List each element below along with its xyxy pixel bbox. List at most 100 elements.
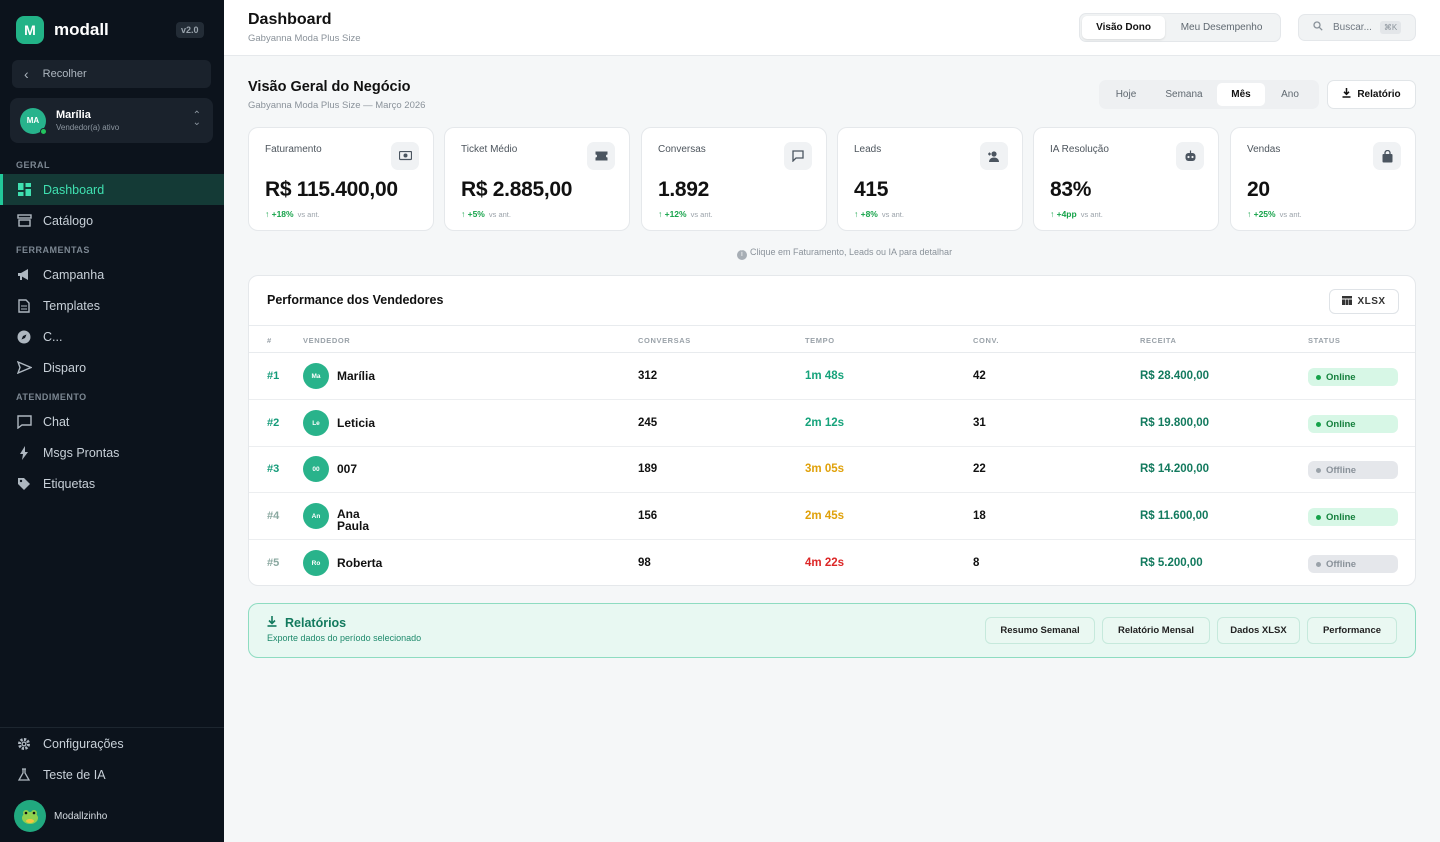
conv-value: 31 <box>973 417 986 429</box>
collapse-button[interactable]: ‹ Recolher <box>12 60 211 88</box>
kpi-value: 415 <box>854 178 889 201</box>
sidebar-item-configuracoes[interactable]: Configurações <box>0 728 224 759</box>
receita-value: R$ 28.400,00 <box>1140 370 1210 382</box>
period-ano[interactable]: Ano <box>1281 89 1299 100</box>
kpi-card-vendas[interactable]: Vendas 20 ↑ +25% vs ant. <box>1230 127 1416 231</box>
bolt-icon <box>16 445 32 461</box>
sidebar-item-templates[interactable]: Templates <box>0 290 224 321</box>
kpi-card-conversas[interactable]: Conversas 1.892 ↑ +12% vs ant. <box>641 127 827 231</box>
reports-subtitle: Exporte dados do período selecionado <box>267 633 422 643</box>
seller-name[interactable]: Roberta <box>337 556 383 570</box>
user-name: Marília <box>56 109 91 121</box>
kpi-value: R$ 115.400,00 <box>265 178 398 201</box>
view-tab-dono[interactable]: Visão Dono <box>1082 16 1166 39</box>
export-xlsx-button[interactable]: XLSX <box>1329 289 1399 314</box>
sidebar-item-chat[interactable]: Chat <box>0 406 224 437</box>
col-vendedor: VENDEDOR <box>303 336 351 345</box>
avatar: MA <box>20 107 47 135</box>
table-row[interactable]: #4 An Ana Paula 156 2m 45s 18 R$ 11.600,00 Onli… <box>249 493 1415 540</box>
receita-value: R$ 14.200,00 <box>1140 463 1210 475</box>
status-badge: Online <box>1308 368 1398 386</box>
sidebar-item-campanha[interactable]: Campanha <box>0 259 224 290</box>
sidebar-item-label: Msgs Prontas <box>43 445 120 460</box>
kpi-card-ia-resolucao[interactable]: IA Resolução 83% ↑ +4pp vs ant. <box>1033 127 1219 231</box>
hint-text: i Clique em Faturamento, Leads ou IA para… <box>248 247 1440 260</box>
sidebar-item-disparo[interactable]: Disparo <box>0 352 224 383</box>
tempo-value: 4m 22s <box>805 557 845 569</box>
sidebar-item-catalogo[interactable]: Catálogo <box>0 205 224 236</box>
sidebar-footer-divider <box>0 727 224 728</box>
kpi-label: Ticket Médio <box>461 144 518 155</box>
avatar: Ma <box>303 363 329 389</box>
robot-icon <box>1176 142 1204 170</box>
sidebar-item-label: Configurações <box>43 736 124 751</box>
sidebar-item-dashboard[interactable]: Dashboard <box>0 174 224 205</box>
seller-name[interactable]: 007 <box>337 462 358 476</box>
ticket-icon <box>587 142 615 170</box>
sellers-performance-card: Performance dos Vendedores XLSX # VENDED… <box>248 275 1416 586</box>
export-label: XLSX <box>1357 296 1386 307</box>
user-plus-icon <box>980 142 1008 170</box>
seller-name[interactable]: Ana Paula <box>337 507 370 533</box>
sidebar-item-msgs-prontas[interactable]: Msgs Prontas <box>0 437 224 468</box>
sidebar-item-label: Chat <box>43 414 70 429</box>
report-relatorio-mensal-button[interactable]: Relatório Mensal <box>1102 617 1210 644</box>
sidebar-item-etiquetas[interactable]: Etiquetas <box>0 468 224 499</box>
table-row[interactable]: #3 00 007 189 3m 05s 22 R$ 14.200,00 Offline <box>249 446 1415 493</box>
period-mes[interactable]: Mês <box>1217 83 1265 106</box>
chat-icon <box>16 414 32 430</box>
kpi-value: 83% <box>1050 178 1092 201</box>
view-tab-desempenho[interactable]: Meu Desempenho <box>1180 22 1263 33</box>
kpi-delta: ↑ +4pp vs ant. <box>1050 209 1103 219</box>
brand[interactable]: M modall <box>16 16 109 44</box>
status-dot <box>1316 421 1321 427</box>
kpi-label: Conversas <box>658 144 706 155</box>
sidebar-item-teste-ia[interactable]: Teste de IA <box>0 759 224 790</box>
brand-name: modall <box>54 20 109 39</box>
conv-value: 8 <box>973 557 980 569</box>
seller-name[interactable]: Marília <box>337 369 376 383</box>
sidebar-item-label: Campanha <box>43 267 105 282</box>
report-performance-button[interactable]: Performance <box>1307 617 1397 644</box>
money-icon <box>391 142 419 170</box>
kpi-row: Faturamento R$ 115.400,00 ↑ +18% vs ant. … <box>248 127 1416 231</box>
receita-value: R$ 11.600,00 <box>1140 510 1209 522</box>
period-hoje[interactable]: Hoje <box>1115 89 1137 100</box>
sidebar-item-label: Dashboard <box>43 182 105 197</box>
report-button[interactable]: Relatório <box>1327 80 1416 109</box>
tempo-value: 2m 45s <box>805 510 845 522</box>
sidebar-item-c[interactable]: C... <box>0 321 224 352</box>
kpi-card-ticket-medio[interactable]: Ticket Médio R$ 2.885,00 ↑ +5% vs ant. <box>444 127 630 231</box>
info-icon: i <box>736 250 747 260</box>
table-header: # VENDEDOR CONVERSAS TEMPO CONV. RECEITA… <box>249 325 1415 353</box>
status-badge: Online <box>1308 508 1398 526</box>
kpi-delta: ↑ +5% vs ant. <box>461 209 511 219</box>
col-conversas: CONVERSAS <box>638 336 691 345</box>
conv-value: 22 <box>973 463 986 475</box>
status-dot <box>1316 514 1321 520</box>
assistant-bot[interactable]: Modallzinho <box>14 800 107 832</box>
sidebar-item-label: Catálogo <box>43 213 94 228</box>
search-button[interactable]: Buscar... ⌘K <box>1298 14 1416 41</box>
table-row[interactable]: #5 Ro Roberta 98 4m 22s 8 R$ 5.200,00 Offline <box>249 540 1415 587</box>
conversas-value: 98 <box>638 557 651 569</box>
period-selector: Hoje Semana Mês Ano <box>1099 80 1319 109</box>
page-subtitle: Gabyanna Moda Plus Size <box>248 33 361 44</box>
table-row[interactable]: #1 Ma Marília 312 1m 48s 42 R$ 28.400,00 Online <box>249 353 1415 400</box>
chevron-up-down-icon: ⌃ ⌄ <box>192 110 201 128</box>
table-row[interactable]: #2 Le Leticia 245 2m 12s 31 R$ 19.800,00 Online <box>249 400 1415 447</box>
send-icon <box>16 360 32 376</box>
kpi-card-faturamento[interactable]: Faturamento R$ 115.400,00 ↑ +18% vs ant. <box>248 127 434 231</box>
kpi-delta: ↑ +8% vs ant. <box>854 209 904 219</box>
user-switcher[interactable]: MA Marília Vendedor(a) ativo ⌃ ⌄ <box>10 98 213 143</box>
kpi-label: IA Resolução <box>1050 144 1109 155</box>
seller-name[interactable]: Leticia <box>337 416 376 430</box>
report-resumo-semanal-button[interactable]: Resumo Semanal <box>985 617 1095 644</box>
kpi-card-leads[interactable]: Leads 415 ↑ +8% vs ant. <box>837 127 1023 231</box>
sidebar-item-label: Templates <box>43 298 100 313</box>
period-semana[interactable]: Semana <box>1165 89 1203 100</box>
conversas-value: 245 <box>638 417 658 429</box>
col-rank: # <box>267 336 272 345</box>
section-geral: GERAL <box>16 160 50 170</box>
report-dados-xlsx-button[interactable]: Dados XLSX <box>1217 617 1300 644</box>
